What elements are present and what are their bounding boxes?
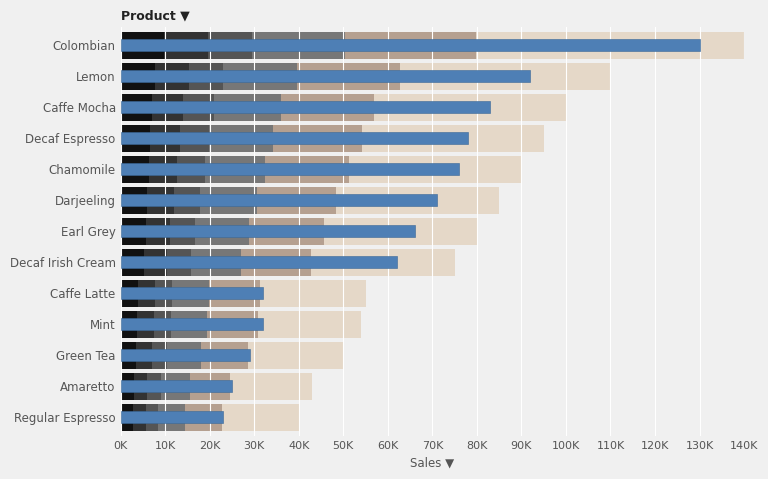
Bar	[121, 187, 147, 214]
Bar	[133, 404, 145, 431]
Bar	[144, 249, 167, 276]
Bar	[147, 373, 161, 400]
Bar	[195, 217, 249, 245]
Bar	[260, 280, 366, 307]
Bar	[257, 187, 336, 214]
Bar	[155, 63, 189, 90]
Bar	[121, 349, 250, 361]
Bar	[200, 187, 257, 214]
Bar	[121, 249, 144, 276]
Bar	[145, 404, 158, 431]
Bar	[349, 156, 521, 183]
Bar	[149, 156, 177, 183]
Bar	[121, 132, 468, 144]
Bar	[223, 63, 297, 90]
Bar	[121, 39, 700, 51]
Bar	[273, 125, 362, 152]
Bar	[147, 187, 174, 214]
Bar	[323, 217, 477, 245]
Bar	[151, 125, 180, 152]
Bar	[190, 373, 230, 400]
Bar	[281, 93, 375, 121]
Bar	[121, 93, 152, 121]
Bar	[152, 342, 167, 369]
Bar	[207, 310, 258, 338]
Bar	[400, 63, 611, 90]
Bar	[208, 32, 251, 59]
Bar	[167, 342, 200, 369]
Bar	[158, 404, 185, 431]
Bar	[121, 226, 415, 237]
Bar	[170, 217, 195, 245]
Bar	[121, 163, 459, 175]
Bar	[251, 32, 345, 59]
Bar	[137, 310, 154, 338]
Bar	[200, 342, 247, 369]
Bar	[137, 280, 155, 307]
Bar	[121, 280, 137, 307]
Bar	[164, 32, 208, 59]
Bar	[121, 310, 137, 338]
Bar	[209, 280, 260, 307]
Bar	[136, 342, 152, 369]
Bar	[154, 310, 171, 338]
Bar	[121, 373, 134, 400]
Bar	[258, 310, 361, 338]
Bar	[121, 32, 164, 59]
Bar	[121, 342, 136, 369]
Bar	[121, 102, 490, 113]
Bar	[121, 70, 531, 82]
Bar	[247, 342, 343, 369]
Bar	[222, 404, 299, 431]
Bar	[121, 217, 145, 245]
Bar	[375, 93, 566, 121]
Bar	[121, 63, 155, 90]
Bar	[265, 156, 349, 183]
Bar	[230, 373, 312, 400]
Bar	[241, 249, 311, 276]
Bar	[180, 125, 210, 152]
Bar	[172, 280, 209, 307]
Bar	[214, 93, 281, 121]
Bar	[336, 187, 499, 214]
Bar	[185, 404, 222, 431]
Bar	[121, 125, 151, 152]
Bar	[121, 319, 263, 330]
Bar	[121, 194, 437, 206]
Bar	[121, 404, 133, 431]
Bar	[145, 217, 170, 245]
Bar	[345, 32, 476, 59]
Bar	[161, 373, 190, 400]
Bar	[210, 125, 273, 152]
Bar	[311, 249, 455, 276]
Bar	[121, 287, 263, 299]
Bar	[121, 156, 149, 183]
Bar	[167, 249, 190, 276]
Bar	[152, 93, 183, 121]
Bar	[134, 373, 147, 400]
Bar	[155, 280, 172, 307]
Bar	[297, 63, 400, 90]
X-axis label: Sales ▼: Sales ▼	[410, 456, 455, 469]
Bar	[205, 156, 265, 183]
Bar	[189, 63, 223, 90]
Bar	[362, 125, 544, 152]
Bar	[174, 187, 200, 214]
Bar	[476, 32, 744, 59]
Bar	[121, 411, 223, 423]
Bar	[177, 156, 205, 183]
Bar	[171, 310, 207, 338]
Text: Product ▼: Product ▼	[121, 10, 190, 23]
Bar	[183, 93, 214, 121]
Bar	[121, 380, 232, 392]
Bar	[121, 256, 397, 268]
Bar	[190, 249, 241, 276]
Bar	[249, 217, 323, 245]
